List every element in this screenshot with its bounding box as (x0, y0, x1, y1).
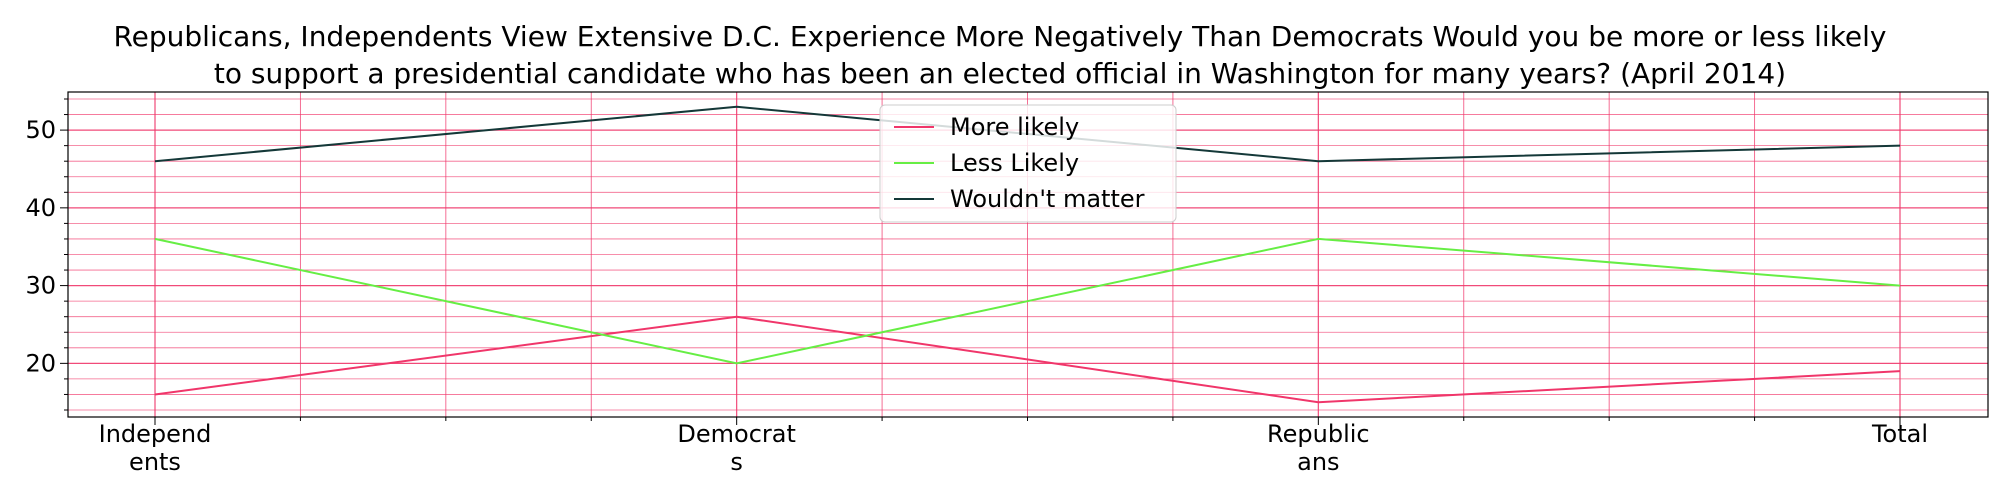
x-tick-label: Republic (1267, 420, 1370, 448)
legend-label: Less Likely (950, 149, 1079, 177)
y-tick-label: 50 (25, 116, 56, 144)
x-tick-label: ans (1297, 448, 1339, 476)
y-tick-label: 20 (25, 349, 56, 377)
y-tick-label: 40 (25, 194, 56, 222)
x-tick-label: Independ (99, 420, 212, 448)
series-line-less-likely (154, 237, 1901, 365)
legend-label: Wouldn't matter (950, 185, 1145, 213)
y-tick-label: 30 (25, 272, 56, 300)
legend: More likely Less Likely Wouldn't matter (879, 104, 1177, 223)
series-line-more-likely (154, 315, 1901, 404)
x-tick-label: ents (129, 448, 181, 476)
chart-title-line-1: Republicans, Independents View Extensive… (113, 20, 1887, 53)
legend-box (879, 104, 1177, 223)
x-tick-label: s (730, 448, 743, 476)
chart-title-line-2: to support a presidential candidate who … (213, 57, 1787, 90)
legend-label: More likely (950, 113, 1079, 141)
x-tick-label: Democrat (677, 420, 796, 448)
plot-frame (67, 91, 1989, 418)
x-tick-label: Total (1871, 420, 1928, 448)
axes-layer: 20 30 40 50 Independents Democrats Republicans… (25, 91, 1989, 476)
